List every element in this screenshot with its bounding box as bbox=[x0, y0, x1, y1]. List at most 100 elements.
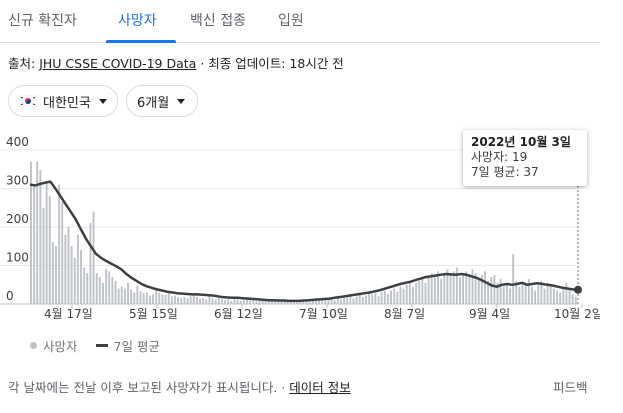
bar bbox=[393, 288, 396, 304]
bar bbox=[358, 294, 361, 304]
source-link[interactable]: JHU CSSE COVID-19 Data bbox=[39, 56, 197, 71]
bar bbox=[142, 293, 145, 304]
bar bbox=[534, 290, 537, 304]
bar bbox=[293, 300, 295, 304]
tooltip-average: 7일 평균: 37 bbox=[471, 165, 539, 179]
bar bbox=[418, 280, 421, 304]
bar bbox=[505, 284, 508, 304]
bar bbox=[214, 299, 217, 304]
bar bbox=[233, 298, 236, 304]
y-tick-label: 100 bbox=[6, 251, 29, 265]
tooltip-date: 2022년 10월 3일 bbox=[471, 135, 571, 149]
bar bbox=[67, 227, 70, 304]
bar bbox=[361, 297, 364, 304]
data-info-link[interactable]: 데이터 정보 bbox=[289, 380, 351, 395]
tab-hospitalizations[interactable]: 입원 bbox=[278, 13, 304, 29]
bar bbox=[98, 277, 101, 304]
bar bbox=[217, 298, 220, 304]
bar bbox=[336, 298, 339, 304]
bar bbox=[343, 296, 346, 304]
bar bbox=[490, 277, 493, 304]
bar bbox=[562, 286, 565, 304]
bar bbox=[352, 298, 355, 304]
bar bbox=[189, 296, 192, 304]
bar bbox=[374, 293, 377, 304]
feedback-link[interactable]: 피드백 bbox=[553, 380, 588, 395]
tab-new-cases[interactable]: 신규 확진자 bbox=[8, 13, 77, 29]
bar bbox=[465, 271, 468, 304]
bar bbox=[42, 207, 45, 304]
bar bbox=[371, 294, 374, 304]
bar bbox=[340, 299, 342, 304]
tooltip-deaths: 사망자: 19 bbox=[471, 150, 528, 164]
bar bbox=[333, 300, 336, 304]
y-tick-label: 200 bbox=[6, 212, 29, 226]
bar bbox=[524, 284, 527, 304]
bar bbox=[531, 286, 533, 304]
bar bbox=[158, 292, 161, 304]
average-line bbox=[29, 180, 579, 303]
bar bbox=[167, 293, 170, 304]
bar bbox=[108, 271, 111, 304]
bar bbox=[164, 294, 167, 304]
bar bbox=[502, 286, 505, 304]
bar bbox=[405, 284, 408, 304]
bar bbox=[267, 300, 270, 304]
tab-vaccinations[interactable]: 백신 접종 bbox=[190, 13, 246, 29]
bar bbox=[92, 211, 95, 304]
bar bbox=[48, 196, 51, 304]
bar bbox=[571, 294, 574, 304]
y-tick-label: 400 bbox=[6, 135, 29, 149]
bar bbox=[437, 271, 439, 304]
bar bbox=[452, 271, 455, 304]
x-tick-label: 8월 7일 bbox=[384, 307, 425, 321]
footer-text: 각 날짜에는 전날 이후 보고된 사망자가 표시됩니다. · bbox=[8, 380, 286, 395]
bar bbox=[568, 288, 571, 304]
bar bbox=[283, 300, 286, 304]
bar bbox=[346, 297, 349, 304]
bar bbox=[249, 300, 252, 304]
bar bbox=[130, 289, 133, 304]
period-select[interactable]: 6개월 bbox=[126, 85, 198, 117]
bar bbox=[324, 298, 327, 304]
bar bbox=[274, 301, 277, 304]
bar bbox=[174, 295, 176, 304]
bar bbox=[136, 285, 139, 304]
bar bbox=[211, 298, 214, 304]
bar bbox=[102, 282, 104, 304]
bar bbox=[546, 282, 549, 304]
y-tick-label: 300 bbox=[6, 174, 29, 188]
bar bbox=[271, 300, 273, 304]
bar bbox=[493, 275, 496, 304]
bar bbox=[302, 301, 305, 304]
bar bbox=[446, 269, 449, 304]
bar bbox=[280, 301, 283, 304]
bar bbox=[484, 271, 486, 304]
bar bbox=[480, 275, 483, 304]
bar bbox=[246, 299, 248, 304]
bar bbox=[117, 288, 120, 304]
bar bbox=[574, 296, 577, 304]
bar bbox=[202, 298, 205, 304]
bar bbox=[36, 161, 39, 304]
bar bbox=[430, 273, 433, 304]
country-select[interactable]: 대한민국 bbox=[8, 85, 118, 117]
bar bbox=[521, 282, 524, 304]
bar bbox=[261, 300, 264, 304]
bar bbox=[321, 300, 324, 304]
bar bbox=[311, 299, 314, 304]
x-tick-label: 4월 17일 bbox=[44, 307, 93, 321]
bar bbox=[402, 288, 405, 304]
bar bbox=[33, 184, 36, 304]
bar bbox=[487, 280, 490, 304]
bar bbox=[299, 301, 302, 304]
period-label: 6개월 bbox=[137, 95, 170, 111]
bar bbox=[330, 297, 333, 304]
bar bbox=[540, 280, 543, 304]
bar bbox=[177, 297, 180, 304]
bar bbox=[449, 275, 452, 304]
tab-deaths[interactable]: 사망자 bbox=[118, 13, 157, 29]
hover-point bbox=[574, 285, 582, 294]
bar bbox=[70, 246, 73, 304]
bar bbox=[408, 282, 411, 304]
